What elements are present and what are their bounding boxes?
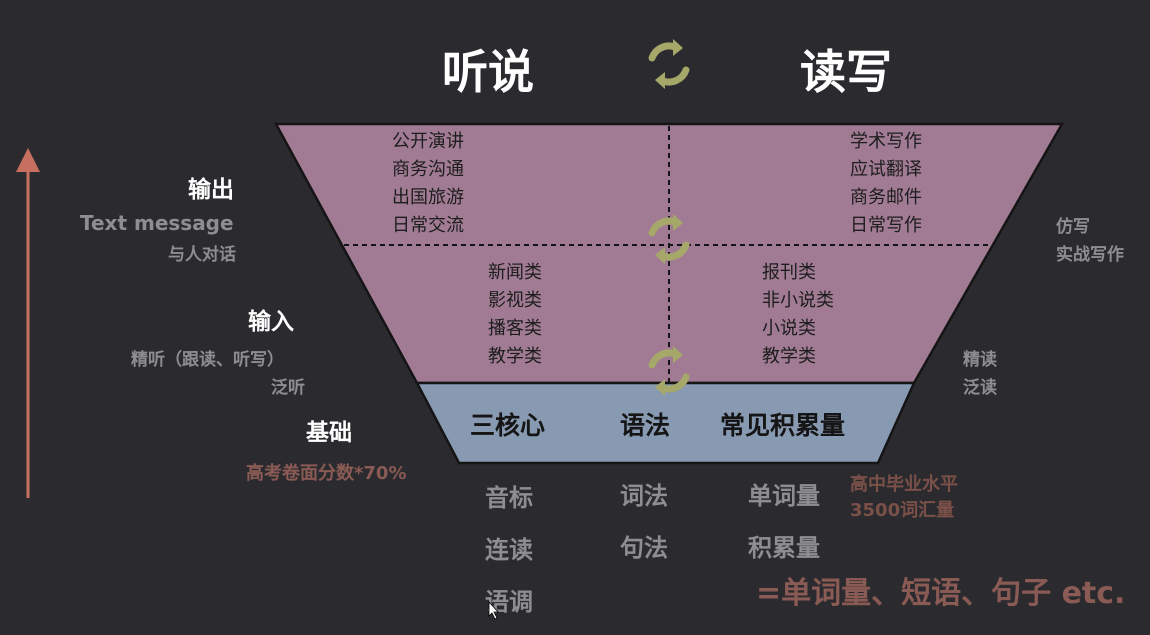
- output-note-imitate: 仿写: [1056, 217, 1090, 237]
- list-item: 句法: [620, 534, 668, 562]
- list-item: 单词量: [748, 482, 820, 510]
- cycle-icon-top: [652, 39, 687, 89]
- list-item: 日常交流: [392, 215, 464, 236]
- output-sub-text-message: Text message: [80, 211, 234, 235]
- up-arrow-icon: [16, 148, 40, 498]
- vocabulary-note: 高中毕业水平 3500词汇量: [850, 472, 958, 524]
- list-item: 语调: [485, 588, 533, 616]
- header-read-write: 读写: [800, 45, 892, 99]
- list-item: 学术写作: [850, 131, 922, 152]
- base-trapezoid: [414, 381, 916, 465]
- header-listen-speak: 听说: [442, 45, 534, 99]
- list-item: 影视类: [488, 290, 542, 311]
- list-item: 播客类: [488, 318, 542, 339]
- accumulation-formula: =单词量、短语、句子 etc.: [756, 576, 1126, 611]
- input-note-extensive: 泛读: [963, 378, 997, 398]
- list-item: 应试翻译: [850, 159, 922, 180]
- foundation-col-vocabulary: 单词量 积累量: [748, 470, 820, 574]
- list-item: 新闻类: [488, 262, 542, 283]
- list-item: 词法: [620, 482, 668, 510]
- list-item: 积累量: [748, 534, 820, 562]
- list-item: 出国旅游: [392, 187, 464, 208]
- foundation-col-phonetics: 音标 连读 语调: [485, 472, 533, 628]
- list-item: 连读: [485, 536, 533, 564]
- base-three-cores: 三核心: [470, 411, 546, 440]
- vocabulary-note-count: 3500词汇量: [850, 500, 955, 521]
- output-listen-speak-list: 公开演讲 商务沟通 出国旅游 日常交流: [392, 128, 464, 240]
- list-item: 日常写作: [850, 215, 922, 236]
- list-item: 报刊类: [762, 262, 816, 283]
- output-title: 输出: [188, 177, 234, 203]
- output-sub-conversation: 与人对话: [168, 245, 236, 265]
- list-item: 教学类: [762, 346, 816, 367]
- list-item: 商务沟通: [392, 159, 464, 180]
- input-read-write-list: 报刊类 非小说类 小说类 教学类: [762, 259, 834, 371]
- list-item: 小说类: [762, 318, 816, 339]
- input-note-intensive: 精读: [963, 350, 997, 370]
- base-accumulation: 常见积累量: [720, 411, 846, 440]
- input-sub-intensive: 精听（跟读、听写）: [131, 350, 284, 370]
- list-item: 公开演讲: [392, 131, 464, 152]
- base-sub-score: 高考卷面分数*70%: [246, 463, 407, 484]
- output-note-practice: 实战写作: [1056, 245, 1124, 265]
- base-title: 基础: [306, 420, 352, 446]
- list-item: 教学类: [488, 346, 542, 367]
- vocabulary-note-level: 高中毕业水平: [850, 474, 958, 495]
- input-sub-extensive: 泛听: [271, 378, 305, 398]
- list-item: 商务邮件: [850, 187, 922, 208]
- input-title: 输入: [248, 309, 294, 335]
- output-read-write-list: 学术写作 应试翻译 商务邮件 日常写作: [850, 128, 922, 240]
- input-listen-speak-list: 新闻类 影视类 播客类 教学类: [488, 259, 542, 371]
- list-item: 音标: [485, 484, 533, 512]
- list-item: 非小说类: [762, 290, 834, 311]
- foundation-col-grammar: 词法 句法: [620, 470, 668, 574]
- base-grammar: 语法: [620, 411, 671, 440]
